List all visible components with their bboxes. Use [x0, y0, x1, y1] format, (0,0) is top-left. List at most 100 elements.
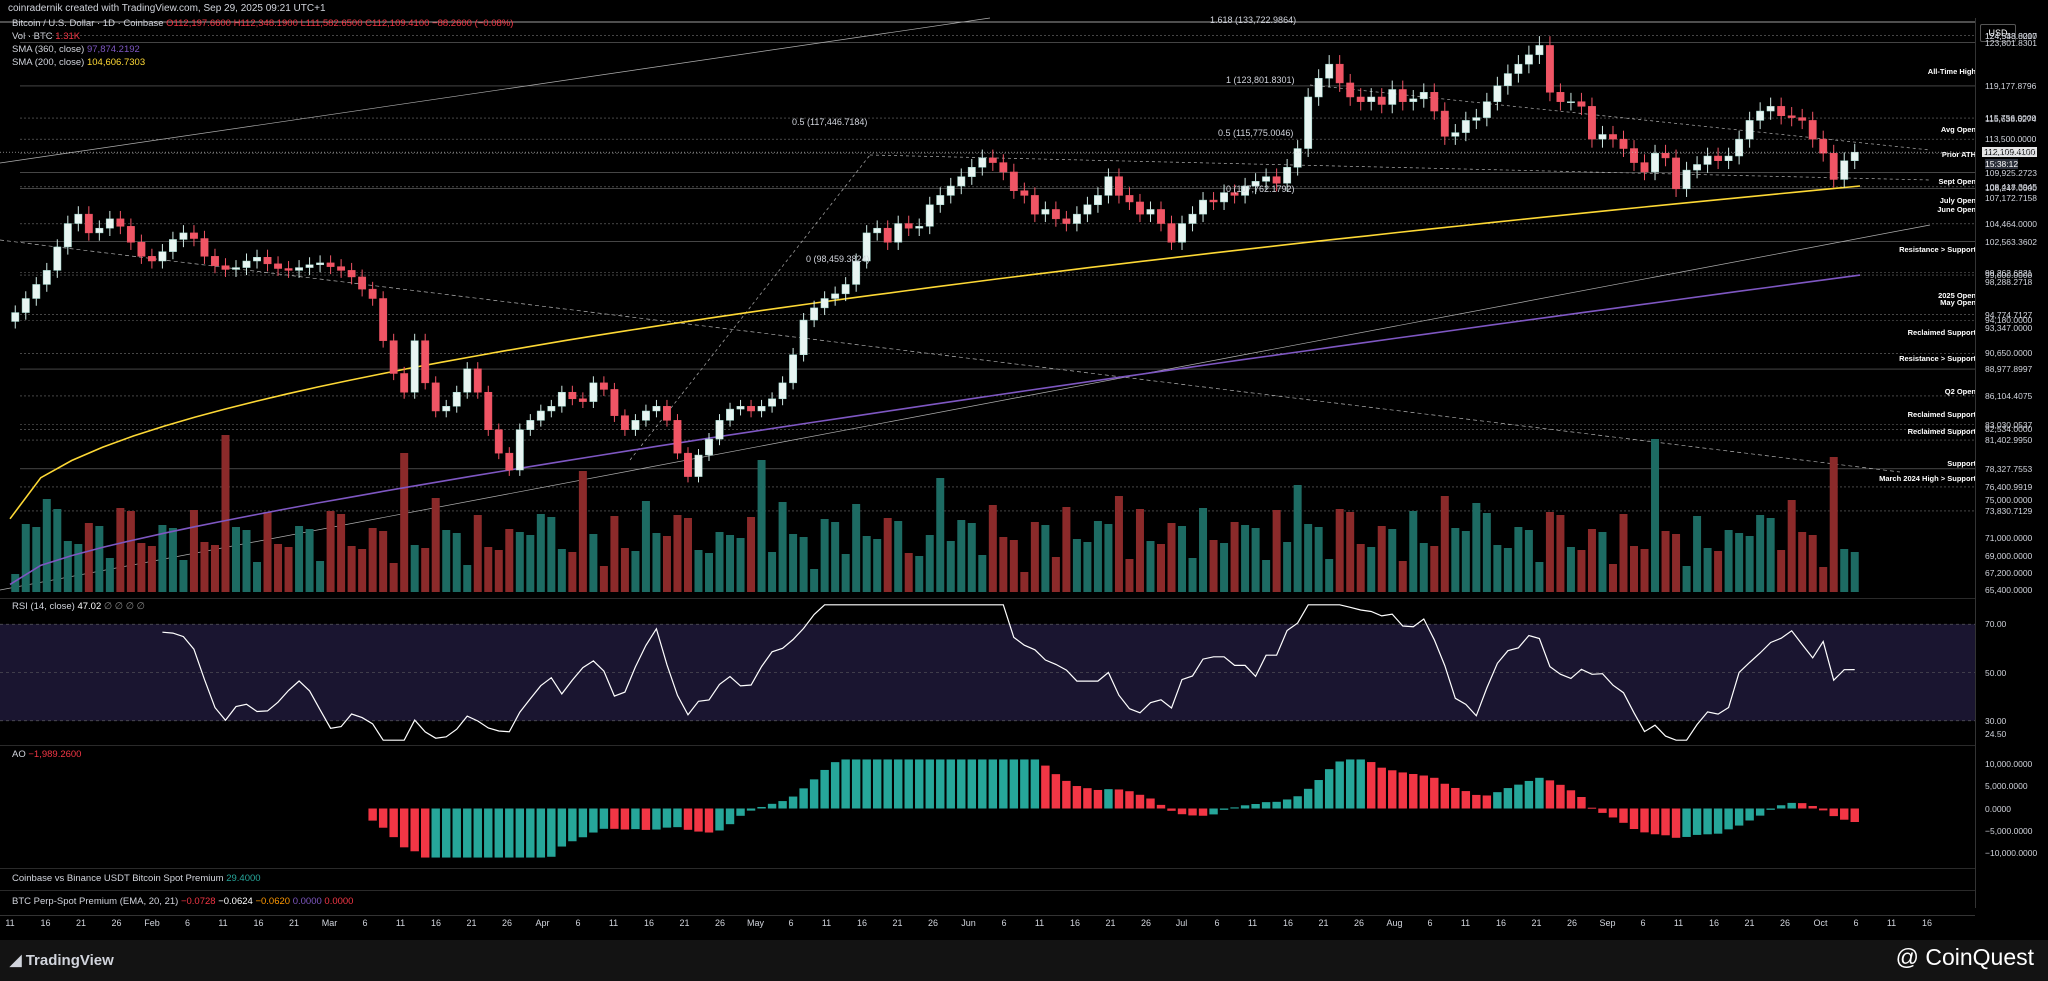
trendline-rising	[0, 224, 1931, 591]
volume-bar	[1440, 496, 1449, 592]
rsi-tick: 24.50	[1985, 729, 2007, 740]
level-label-prior-ath: Prior ATH	[1941, 150, 1976, 159]
candle-body	[757, 406, 766, 412]
volume-bar	[189, 510, 198, 592]
volume-bar	[1262, 560, 1271, 592]
volume-bar	[305, 529, 314, 592]
volume-bar	[1503, 548, 1512, 592]
volume-bar	[1346, 512, 1355, 592]
volume-bar	[610, 516, 619, 592]
time-tick: 21	[1744, 918, 1755, 928]
candle-body	[42, 270, 51, 285]
ao-bar	[1125, 791, 1134, 809]
ao-bar	[1766, 808, 1775, 810]
ao-bar	[452, 808, 461, 858]
ao-bar	[1251, 804, 1260, 809]
premium2-legend[interactable]: BTC Perp-Spot Premium (EMA, 20, 21) −0.0…	[12, 896, 353, 907]
volume-bar	[578, 471, 587, 592]
candle-body	[1567, 101, 1575, 103]
time-tick: Sep	[1599, 918, 1616, 928]
volume-bar	[641, 501, 650, 592]
candle-body	[1493, 85, 1502, 102]
volume-bar	[694, 550, 703, 592]
volume-bar	[904, 553, 913, 592]
ao-tick: −10,000.0000	[1985, 848, 2038, 859]
time-tick: 6	[1214, 918, 1220, 928]
volume-bar	[810, 569, 819, 592]
volume-bar	[1566, 547, 1575, 592]
candle-body	[1367, 96, 1376, 102]
ao-bar	[473, 808, 482, 858]
time-tick: 26	[111, 918, 122, 928]
candle-body	[547, 406, 556, 412]
ao-bar	[1335, 761, 1344, 809]
candle-body	[253, 257, 261, 262]
ao-bar	[1629, 808, 1639, 830]
volume-bar	[1335, 509, 1344, 592]
volume-bar	[1714, 551, 1723, 592]
ao-bar	[1840, 808, 1849, 820]
time-tick: 21	[892, 918, 903, 928]
volume-value: 1.31K	[55, 31, 81, 42]
candle-body	[789, 354, 798, 384]
volume-bar	[253, 562, 262, 592]
ao-bar	[967, 759, 976, 809]
price-tick: 112,109.4100	[1982, 147, 2038, 158]
volume-bar	[1703, 548, 1712, 592]
ao-bar	[1367, 762, 1376, 809]
time-axis[interactable]	[0, 915, 1975, 932]
ao-legend[interactable]: AO −1,989.2600	[12, 749, 81, 760]
ao-bar	[925, 759, 934, 809]
volume-bar	[683, 518, 692, 592]
ao-bar	[915, 759, 924, 809]
volume-legend[interactable]: Vol · BTC 1.31K	[12, 31, 80, 42]
ao-bar	[988, 759, 998, 809]
premium2-v2: −0.0624	[218, 896, 253, 907]
candle-body	[232, 267, 240, 270]
ao-bar	[620, 808, 630, 830]
candle-body	[1735, 138, 1744, 157]
ao-bar	[1703, 808, 1712, 835]
candle-body	[1682, 169, 1691, 190]
time-tick: 21	[1531, 918, 1542, 928]
ao-bar	[1167, 808, 1176, 811]
ao-bar	[1293, 796, 1302, 809]
candle-body	[494, 429, 503, 454]
candle-body	[1798, 117, 1807, 121]
sma360-legend[interactable]: SMA (360, close) 97,874.2192	[12, 44, 140, 55]
candle-body	[316, 262, 325, 266]
volume-bar	[862, 536, 871, 592]
ao-bar	[799, 788, 808, 809]
volume-bar	[999, 537, 1008, 592]
symbol-name[interactable]: Bitcoin / U.S. Dollar · 1D · Coinbase	[12, 18, 164, 29]
price-tick: 119,177.8796	[1985, 80, 2037, 91]
currency-button[interactable]: USD	[1980, 24, 2016, 42]
candle-body	[999, 162, 1008, 173]
ao-bar	[1598, 808, 1607, 813]
ao-bar	[1093, 789, 1103, 809]
candle-body	[1304, 96, 1313, 149]
price-tick: 71,000.0000	[1985, 532, 2033, 543]
symbol-legend[interactable]: Bitcoin / U.S. Dollar · 1D · Coinbase O1…	[12, 18, 513, 29]
candle-body	[831, 293, 840, 299]
sma200-legend[interactable]: SMA (200, close) 104,606.7303	[12, 57, 145, 68]
price-axis[interactable]	[1975, 18, 2048, 908]
ao-bar	[1819, 808, 1828, 811]
price-tick: 82,534.0000	[1985, 424, 2033, 435]
volume-bar	[967, 523, 976, 592]
price-tick: 94,774.7127	[1985, 309, 2033, 320]
volume-bar	[526, 535, 535, 592]
time-tick: Jun	[961, 918, 976, 928]
time-tick: 16	[643, 918, 655, 928]
tradingview-logo[interactable]: ◢ TradingView	[10, 952, 114, 969]
ao-bar	[1009, 759, 1019, 809]
rsi-legend[interactable]: RSI (14, close) 47.02 ∅ ∅ ∅ ∅	[12, 601, 145, 612]
candle-body	[810, 307, 819, 321]
ao-bar	[1240, 805, 1250, 809]
premium1-legend[interactable]: Coinbase vs Binance USDT Bitcoin Spot Pr…	[12, 873, 261, 884]
ao-bar	[904, 759, 913, 809]
volume-bar	[221, 435, 230, 592]
price-tick: 73,830.7129	[1985, 505, 2033, 516]
volume-bar	[295, 526, 304, 592]
